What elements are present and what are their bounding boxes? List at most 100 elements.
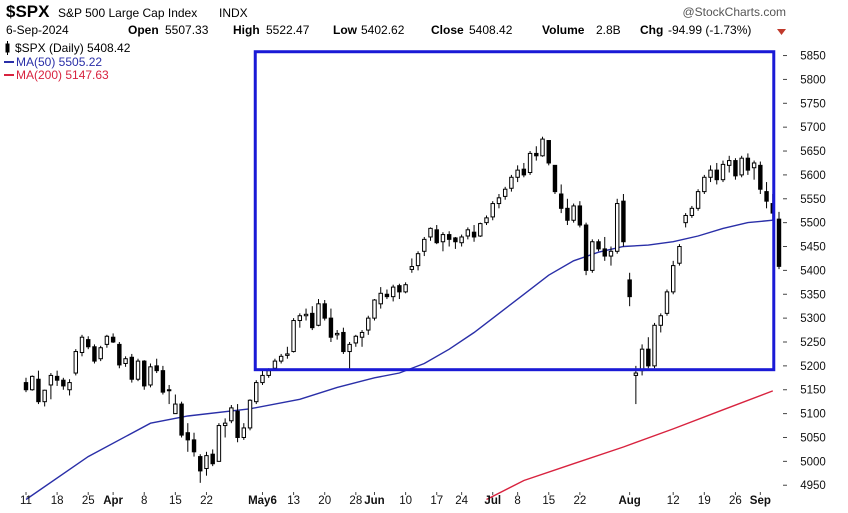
x-tick-label: 24 (455, 495, 468, 507)
candle-body (173, 403, 178, 415)
candle-body (739, 157, 744, 176)
candle-body (185, 432, 191, 441)
x-axis: 11 18 25 Apr 8 15 22 May6 13 20 28 Jun 10 17 24 Jul 8 15 2… (20, 492, 771, 507)
candle-body (490, 203, 495, 218)
open-label: Open (128, 23, 159, 37)
candle-body (758, 164, 763, 190)
x-tick-label: 13 (287, 495, 300, 507)
candle-body (235, 410, 240, 438)
candle-body (23, 382, 29, 391)
y-axis: 4950 5000 5050 5100 5150 5200 5250 5300 5350 5400… (783, 51, 826, 492)
candle-body (446, 234, 452, 240)
candle-body (397, 285, 402, 293)
candle-body (776, 218, 782, 267)
x-tick-label: 25 (82, 495, 95, 507)
candle-body (590, 241, 595, 271)
candle-body (633, 372, 639, 376)
candle-body (390, 286, 396, 298)
candle-body (484, 217, 489, 224)
candle-body (515, 169, 520, 178)
candle-body (260, 374, 265, 384)
candle-body (129, 356, 135, 380)
legend-ma200: MA(200) 5147.63 (16, 68, 109, 82)
candle-body (614, 203, 620, 252)
chart-name: S&P 500 Large Cap Index (58, 6, 197, 20)
close-value: 5408.42 (469, 23, 513, 37)
candle-body (546, 140, 551, 164)
candle-body (751, 162, 757, 169)
candle-body (30, 375, 35, 391)
candle-body (733, 160, 738, 177)
candle-body (422, 238, 427, 252)
candle-body (36, 378, 41, 403)
candle-body (471, 231, 477, 238)
candle-body (347, 343, 352, 353)
candle-body (372, 299, 377, 319)
candle-body (135, 360, 141, 380)
candle-body (92, 346, 97, 362)
y-tick-label: 5700 (800, 122, 826, 134)
y-tick-label: 4950 (800, 480, 826, 492)
x-tick-label: Jun (364, 495, 384, 507)
candle-body (166, 389, 172, 392)
y-tick-label: 5300 (800, 313, 826, 325)
candle-body (334, 332, 340, 336)
candle-body (98, 347, 103, 360)
chart-symbol: $SPX (6, 2, 50, 21)
x-tick-label: 15 (169, 495, 182, 507)
candle-body (664, 291, 670, 314)
candle-body (415, 253, 421, 267)
chg-value: -94.99 (-1.73%) (668, 23, 751, 37)
high-label: High (233, 23, 260, 37)
candle-body (509, 176, 514, 189)
y-tick-label: 5800 (800, 74, 826, 86)
candle-body (496, 197, 502, 205)
candle-body (459, 236, 464, 244)
candle-body (621, 200, 626, 243)
candle-body (191, 439, 197, 453)
candle-body (639, 348, 645, 372)
candle-body (602, 248, 607, 257)
x-tick-label: 22 (200, 495, 213, 507)
legend-ma50: MA(50) 5505.22 (16, 55, 102, 69)
candle-body (646, 348, 651, 367)
candle-body (434, 229, 439, 244)
candle-body (316, 303, 321, 326)
highlight-box (253, 50, 776, 372)
y-tick-label: 5150 (800, 385, 826, 397)
candle-body (272, 360, 278, 369)
candle-body (695, 191, 701, 209)
candle-body (714, 169, 719, 181)
candle-body (403, 284, 408, 293)
candle-body (142, 360, 147, 387)
y-tick-label: 5650 (800, 146, 826, 158)
x-tick-label: 8 (141, 495, 147, 507)
candle-body (154, 365, 159, 372)
candle-body (384, 293, 390, 298)
candle-body (689, 207, 695, 216)
x-tick-label: 8 (514, 495, 520, 507)
candle-body (683, 214, 688, 224)
y-tick-label: 5850 (800, 51, 826, 63)
x-tick-label: 18 (51, 495, 64, 507)
candle-body (322, 303, 327, 319)
candle-body (266, 370, 271, 376)
quote-date: 6-Sep-2024 (6, 23, 69, 37)
candle-body (658, 315, 663, 326)
volume-label: Volume (542, 23, 585, 37)
plot-area (23, 50, 782, 501)
candle-body (61, 379, 66, 387)
candle-body (241, 427, 247, 438)
candle-body (540, 138, 545, 157)
y-tick-label: 5550 (800, 194, 826, 206)
x-tick-label: Jul (484, 495, 501, 507)
candle-body (583, 224, 589, 271)
candle-body (727, 160, 732, 166)
candle-body (596, 241, 601, 250)
candle-body (86, 339, 91, 348)
x-tick-label: Sep (750, 495, 771, 507)
y-tick-label: 5500 (800, 218, 826, 230)
y-tick-label: 5000 (800, 456, 826, 468)
x-tick-label: 26 (729, 495, 742, 507)
candle-body (42, 389, 47, 403)
